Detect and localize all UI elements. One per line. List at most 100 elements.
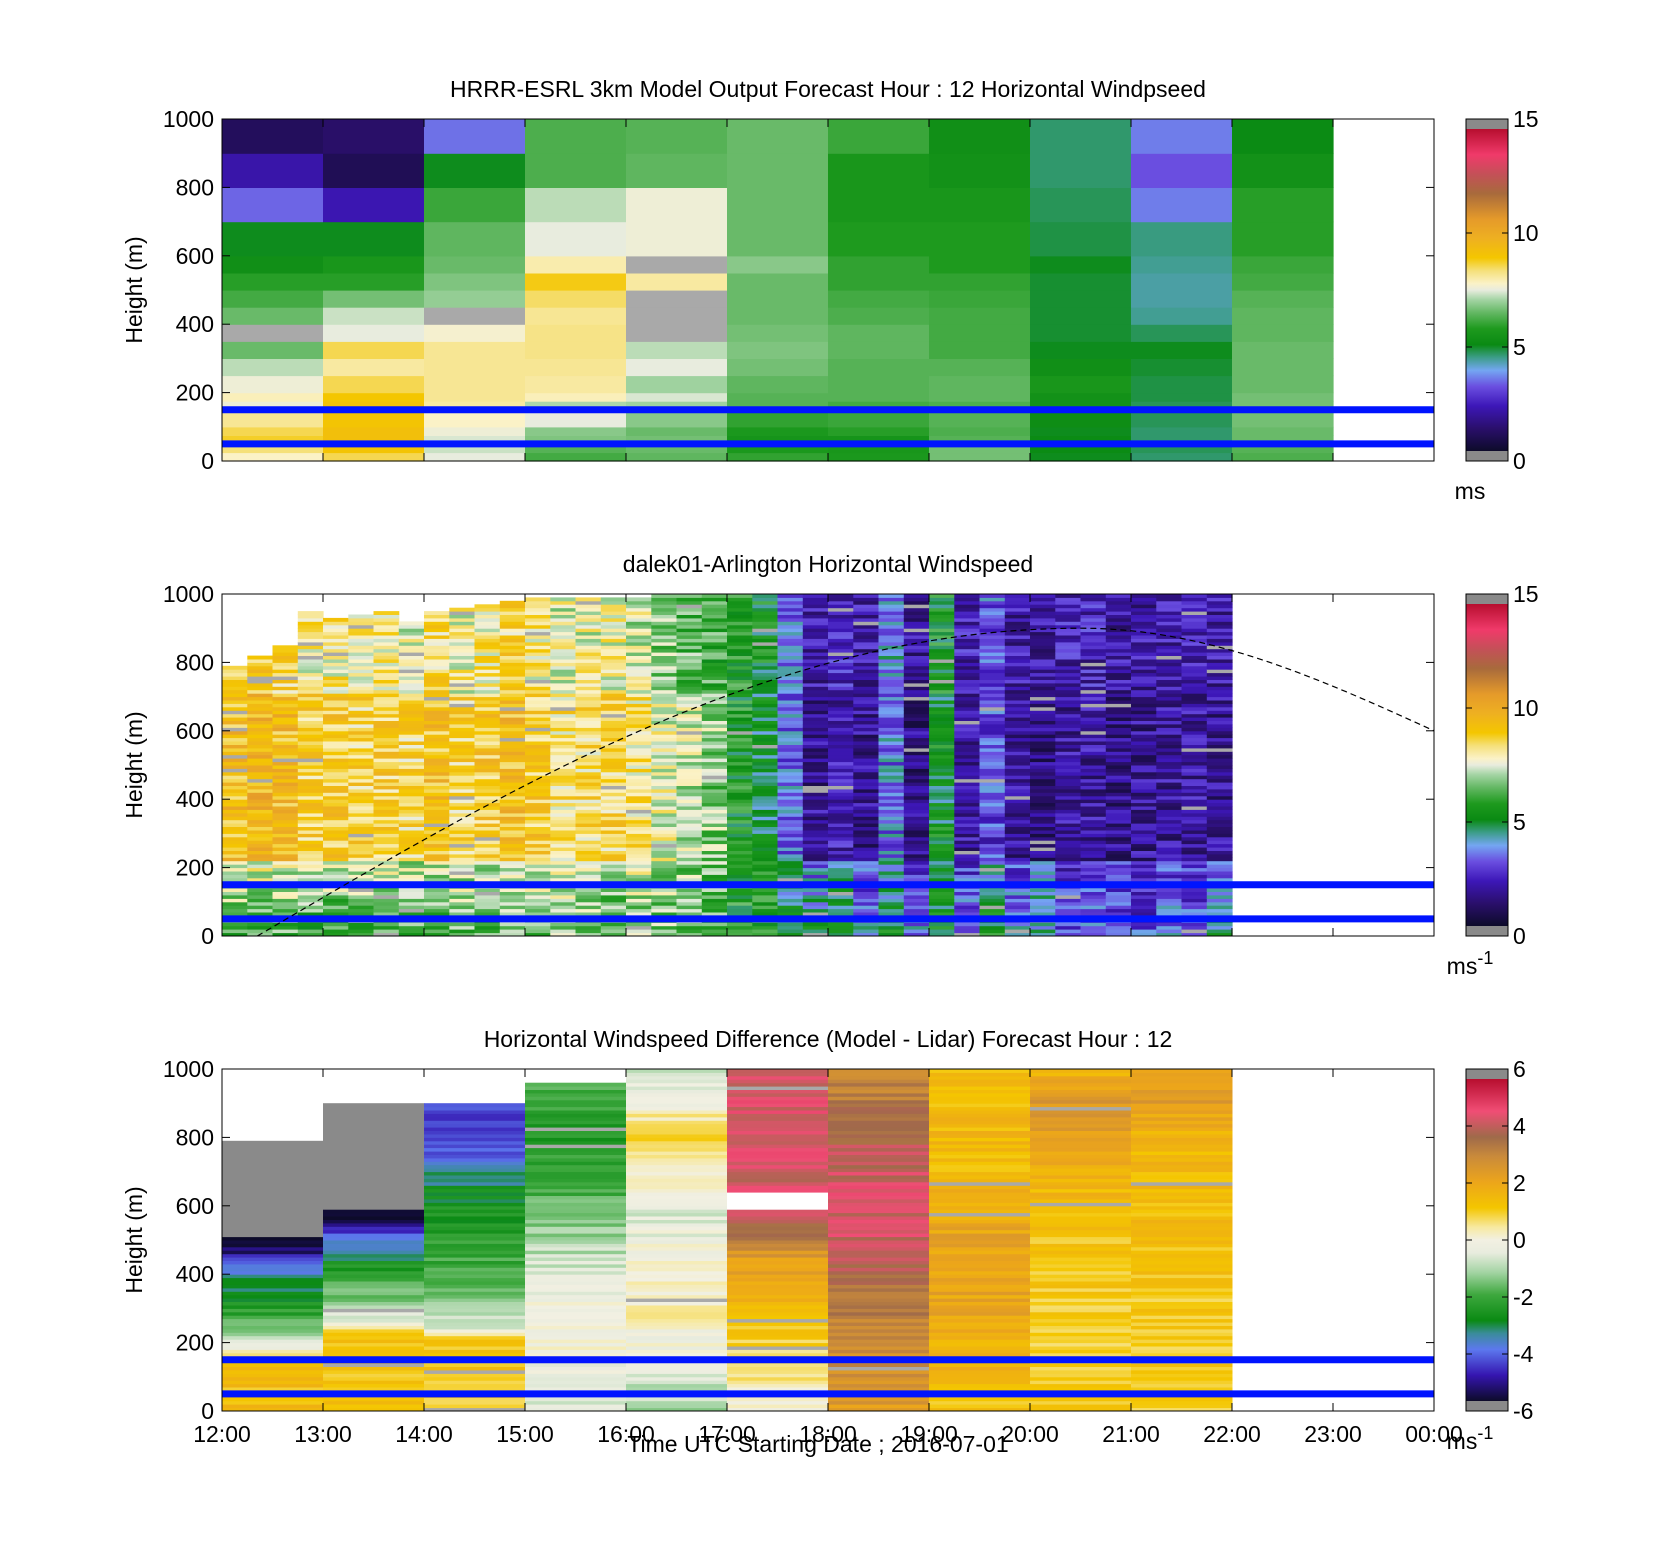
heatmap-cell bbox=[449, 706, 476, 711]
heatmap-cell bbox=[297, 700, 324, 704]
heatmap-cell bbox=[1105, 655, 1132, 660]
heatmap-cell bbox=[297, 758, 324, 763]
heatmap-cell bbox=[424, 443, 526, 454]
heatmap-cell bbox=[929, 1253, 1031, 1258]
heatmap-cell bbox=[1156, 747, 1183, 752]
heatmap-cell bbox=[1206, 857, 1233, 862]
heatmap-cell bbox=[929, 1250, 1031, 1255]
heatmap-cell bbox=[247, 703, 274, 708]
heatmap-cell bbox=[323, 689, 349, 694]
heatmap-cell bbox=[752, 895, 779, 899]
heatmap-cell bbox=[802, 860, 829, 865]
heatmap-cell bbox=[525, 744, 551, 749]
heatmap-cell bbox=[1131, 713, 1157, 718]
heatmap-cell bbox=[222, 1168, 324, 1173]
heatmap-cell bbox=[752, 758, 779, 763]
heatmap-cell bbox=[297, 768, 324, 773]
heatmap-cell bbox=[802, 713, 829, 718]
heatmap-cell bbox=[853, 785, 880, 790]
heatmap-cell bbox=[777, 693, 804, 698]
heatmap-cell bbox=[752, 908, 779, 913]
heatmap-cell bbox=[373, 730, 400, 735]
heatmap-cell bbox=[727, 1404, 829, 1409]
heatmap-cell bbox=[701, 864, 728, 869]
heatmap-cell bbox=[323, 676, 349, 680]
heatmap-cell bbox=[853, 706, 880, 711]
heatmap-cell bbox=[929, 645, 955, 650]
heatmap-cell bbox=[878, 631, 905, 636]
heatmap-cell bbox=[575, 871, 602, 875]
heatmap-cell bbox=[499, 799, 526, 804]
heatmap-cell bbox=[272, 696, 299, 701]
heatmap-cell bbox=[525, 1188, 627, 1193]
heatmap-cell bbox=[247, 689, 274, 694]
heatmap-cell bbox=[1080, 840, 1107, 845]
heatmap-cell bbox=[626, 600, 652, 605]
heatmap-cell bbox=[828, 1236, 930, 1241]
heatmap-cell bbox=[1156, 850, 1183, 855]
heatmap-cell bbox=[651, 594, 678, 598]
heatmap-cell bbox=[600, 703, 627, 708]
heatmap-cell bbox=[424, 1185, 526, 1190]
heatmap-cell bbox=[474, 877, 501, 882]
heatmap-cell bbox=[1156, 720, 1183, 725]
heatmap-cell bbox=[525, 734, 551, 739]
heatmap-cell bbox=[1030, 638, 1056, 643]
heatmap-cell bbox=[323, 375, 425, 394]
heatmap-cell bbox=[626, 607, 652, 612]
heatmap-cell bbox=[1030, 324, 1132, 342]
heatmap-cell bbox=[828, 1164, 930, 1169]
heatmap-cell bbox=[222, 1291, 324, 1296]
heatmap-cell bbox=[323, 1113, 425, 1118]
heatmap-cell bbox=[701, 898, 728, 903]
heatmap-cell bbox=[525, 1397, 627, 1402]
heatmap-cell bbox=[373, 782, 400, 786]
heatmap-cell bbox=[398, 853, 425, 858]
heatmap-cell bbox=[323, 1383, 425, 1388]
heatmap-cell bbox=[222, 401, 324, 411]
heatmap-cell bbox=[727, 1116, 829, 1121]
heatmap-cell bbox=[575, 843, 602, 848]
heatmap-cell bbox=[449, 925, 476, 930]
heatmap-cell bbox=[676, 778, 703, 783]
heatmap-cell bbox=[323, 737, 349, 742]
heatmap-cell bbox=[828, 1257, 930, 1261]
heatmap-cell bbox=[525, 631, 551, 636]
heatmap-cell bbox=[323, 727, 349, 732]
heatmap-cell bbox=[701, 628, 728, 633]
heatmap-cell bbox=[424, 1274, 526, 1279]
colorbar-unit-base: ms bbox=[1455, 478, 1486, 504]
colorbar-unit-base: ms bbox=[1447, 953, 1478, 979]
heatmap-cell bbox=[424, 1335, 526, 1340]
heatmap-cell bbox=[1080, 778, 1107, 783]
heatmap-cell bbox=[575, 727, 602, 732]
heatmap-cell bbox=[929, 1380, 1031, 1385]
heatmap-cell bbox=[398, 672, 425, 677]
heatmap-cell bbox=[727, 1274, 829, 1279]
heatmap-cell bbox=[727, 659, 753, 663]
heatmap-cell bbox=[1131, 751, 1157, 756]
heatmap-cell bbox=[954, 706, 981, 711]
heatmap-cell bbox=[222, 672, 248, 677]
heatmap-cell bbox=[1080, 747, 1107, 752]
heatmap-cell bbox=[323, 1263, 425, 1268]
heatmap-cell bbox=[828, 676, 854, 680]
heatmap-cell bbox=[398, 895, 425, 899]
heatmap-cell bbox=[1055, 648, 1082, 653]
heatmap-cell bbox=[1004, 768, 1031, 773]
heatmap-cell bbox=[903, 621, 930, 626]
heatmap-cell bbox=[1030, 877, 1056, 882]
heatmap-cell bbox=[575, 717, 602, 721]
heatmap-cell bbox=[600, 778, 627, 783]
heatmap-cell bbox=[954, 665, 981, 670]
heatmap-cell bbox=[777, 929, 804, 934]
heatmap-cell bbox=[626, 836, 652, 841]
heatmap-cell bbox=[727, 617, 753, 622]
heatmap-cell bbox=[424, 1339, 526, 1344]
heatmap-cell bbox=[727, 1157, 829, 1162]
heatmap-cell bbox=[727, 375, 829, 394]
heatmap-cell bbox=[1105, 682, 1132, 687]
heatmap-cell bbox=[1131, 324, 1233, 342]
heatmap-cell bbox=[272, 768, 299, 773]
heatmap-cell bbox=[929, 754, 955, 759]
